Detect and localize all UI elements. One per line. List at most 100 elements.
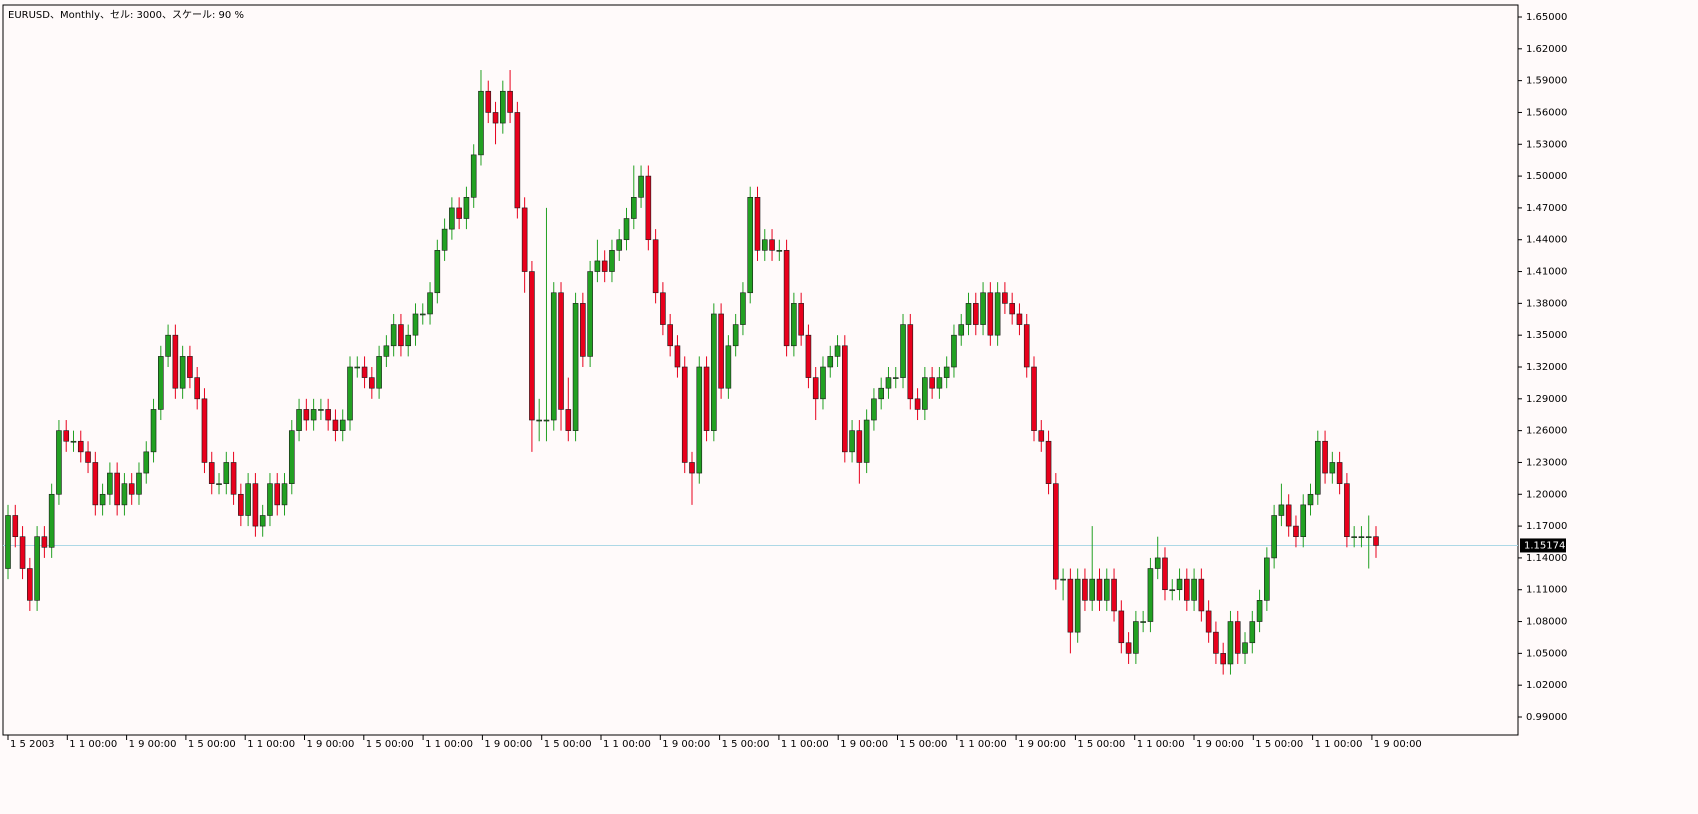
candle-body [776,250,783,252]
candle-body [1053,483,1059,580]
candle-body [732,324,739,347]
y-tick-label: 1.47000 [1526,203,1567,214]
candle-body [740,292,746,325]
candle-body [951,334,957,368]
candle-body [245,483,251,516]
y-tick-label: 1.11000 [1526,585,1567,596]
candle-body [580,303,586,357]
candle-body [1373,536,1379,546]
x-tick-label: 1 5 00:00 [188,739,236,750]
candle-body [1133,621,1139,654]
candle-body [114,472,120,506]
candle-body [208,462,215,484]
candle-body [376,356,382,389]
candle-body [696,366,703,474]
candle-body [238,493,244,516]
candle-body [754,197,761,251]
candle-body [1140,621,1146,623]
candle-body [587,271,593,357]
candle-body [500,90,506,124]
candle-body [1169,589,1176,592]
current-price-label: 1.15174 [1524,540,1565,551]
candle-body [943,366,950,378]
y-tick-label: 1.44000 [1526,235,1567,246]
y-tick-label: 1.53000 [1526,139,1567,150]
candle-body [1009,303,1015,315]
candle-body [1278,504,1285,516]
candle-body [281,483,288,506]
candle-body [1234,621,1241,654]
candle-body [427,292,433,315]
x-tick-label: 1 1 00:00 [1137,739,1185,750]
candle-body [1031,366,1037,431]
candle-body [1176,578,1183,591]
candle-body [980,292,986,325]
candle-body [1191,578,1197,601]
candle-body [216,483,222,485]
candle-body [711,313,717,431]
candle-body [143,451,150,474]
y-tick-label: 1.32000 [1526,362,1567,373]
candle-body [463,197,470,219]
candle-body [150,409,157,453]
candle-body [165,334,171,357]
candle-body [27,568,33,601]
candle-body [1358,536,1365,538]
candle-body [1271,515,1277,559]
candle-body [521,207,528,272]
candle-body [1162,557,1168,591]
candle-body [1074,578,1081,633]
candle-body [70,440,77,443]
candle-body [1082,578,1088,601]
candle-body [1351,536,1357,538]
y-tick-label: 1.50000 [1526,171,1567,182]
y-tick-label: 1.35000 [1526,330,1567,341]
candle-body [434,250,441,294]
candle-body [259,515,266,527]
candle-body [660,292,666,325]
x-tick-label: 1 9 00:00 [484,739,532,750]
candle-body [863,419,870,463]
candle-body [827,356,834,368]
x-tick-label: 1 5 00:00 [544,739,592,750]
candle-body [972,303,979,325]
x-tick-label: 1 5 00:00 [900,739,948,750]
chart-title: EURUSD、Monthly、セル: 3000、スケール: 90 % [8,9,244,21]
x-tick-label: 1 5 00:00 [1255,739,1303,750]
candle-body [1154,557,1161,569]
candle-body [630,197,637,219]
candle-body [1205,610,1212,633]
candle-body [805,334,812,378]
candle-body [834,345,841,357]
y-tick-label: 1.05000 [1526,648,1567,659]
x-tick-label: 1 5 00:00 [1077,739,1125,750]
candle-body [1213,631,1219,654]
candle-body [1125,642,1132,654]
candle-body [871,398,877,421]
candle-body [922,377,928,410]
candle-body [558,292,564,410]
candle-body [1256,600,1263,622]
x-tick-label: 1 9 00:00 [1196,739,1244,750]
candle-body [252,483,259,527]
y-tick-label: 1.02000 [1526,680,1567,691]
candle-body [929,377,935,389]
candle-body [914,398,921,410]
candle-body [121,483,128,506]
y-tick-label: 1.41000 [1526,267,1567,278]
candle-body [616,239,623,251]
y-tick-label: 1.08000 [1526,617,1567,628]
x-tick-label: 1 1 00:00 [69,739,117,750]
candle-body [878,387,884,400]
x-tick-label: 1 9 00:00 [1018,739,1066,750]
candle-body [310,409,317,421]
candle-body [1147,568,1154,622]
candle-body [885,377,892,389]
candle-body [492,112,499,124]
candle-body [1242,642,1248,654]
candle-body [747,197,754,294]
candle-body [849,430,855,453]
candle-body [354,366,361,369]
plot-frame [2,4,1519,736]
